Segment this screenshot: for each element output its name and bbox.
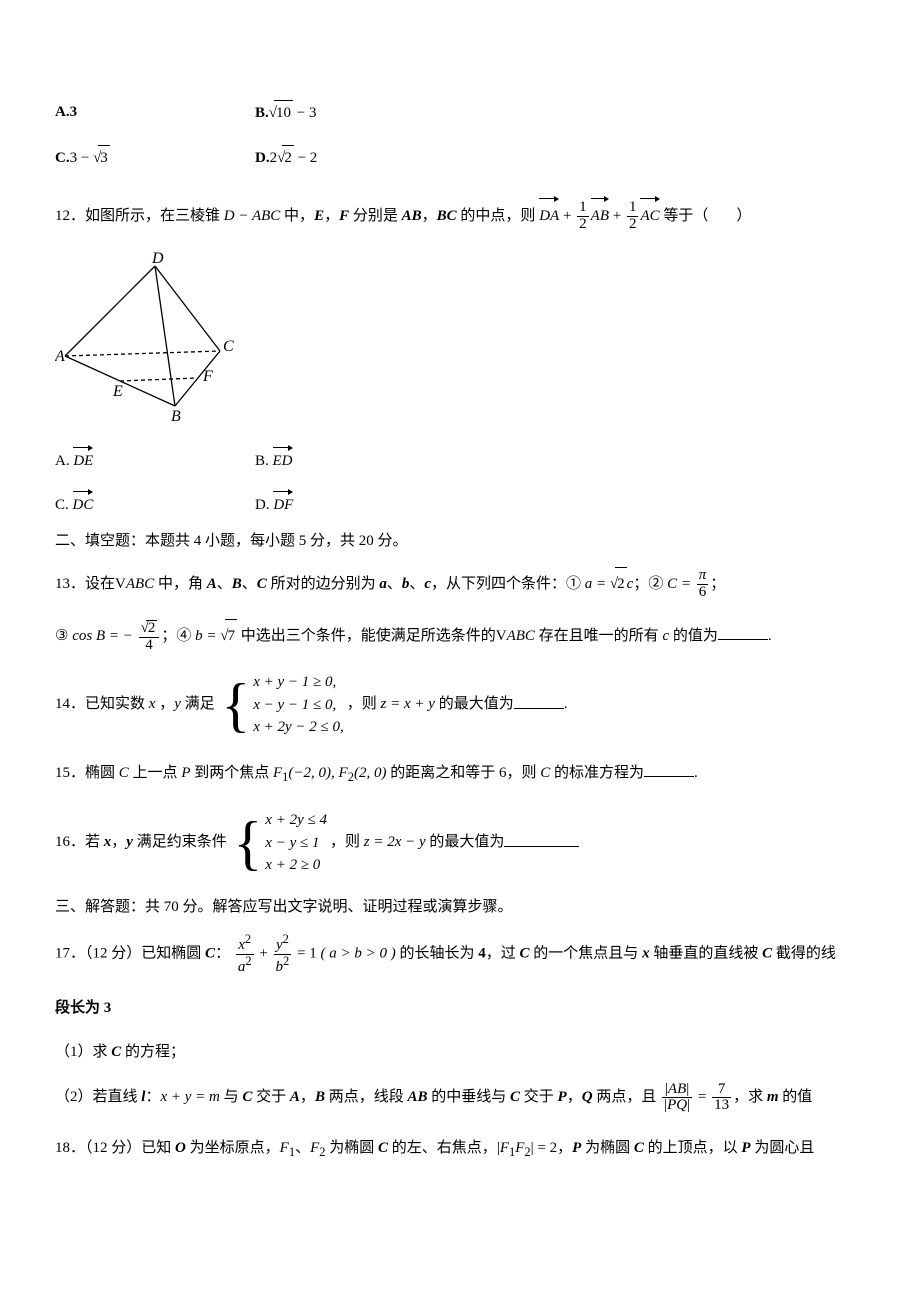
vector-AB: AB <box>591 200 609 233</box>
option-value: 3 <box>70 104 78 120</box>
fraction-half: 12 <box>577 200 589 233</box>
tetrahedron-diagram: A B C D E F <box>55 251 235 421</box>
question-number: 13． <box>55 576 85 592</box>
q11-options-row1: A.3 B.√10 − 3 <box>55 100 865 125</box>
q12-option-c: C. DC <box>55 493 255 517</box>
sqrt-expr: √3 <box>93 145 110 170</box>
question-number: 16． <box>55 835 85 851</box>
option-label: D. <box>255 497 270 513</box>
q13: 13．设在VABC 中，角 A、B、C 所对的边分别为 a、b、c，从下列四个条… <box>55 567 865 601</box>
q17-stem: 17．（12 分）已知椭圆 C： x2a2 + y2b2 = 1 ( a > b… <box>55 933 865 976</box>
option-tail: − 2 <box>294 150 317 166</box>
question-number: 17． <box>55 946 85 962</box>
svg-text:D: D <box>151 251 164 267</box>
q17-part2: （2）若直线 l：x + y = m 与 C 交于 A，B 两点，线段 AB 的… <box>55 1081 865 1114</box>
answer-blank <box>504 832 579 847</box>
q14: 14．已知实数 x ，y 满足 {x + y − 1 ≥ 0,x − y − 1… <box>55 671 865 739</box>
question-number: 14． <box>55 697 85 713</box>
svg-text:C: C <box>223 338 234 355</box>
option-tail: − 3 <box>293 105 316 121</box>
q17-stem2: 段长为 3 <box>55 993 865 1023</box>
q12-diagram: A B C D E F <box>55 251 865 429</box>
system-brace: {x + y − 1 ≥ 0,x − y − 1 ≤ 0,x + 2y − 2 … <box>221 671 343 739</box>
answer-blank <box>514 694 564 709</box>
q12-options-row1: A. DE B. ED <box>55 449 865 473</box>
vector-AC: AC <box>640 200 659 233</box>
q13-cont: ③ cos B = − √24；④ b = √7 中选出三个条件，能使满足所选条… <box>55 619 865 653</box>
sqrt-expr: √2 <box>277 145 294 170</box>
q11-options-row2: C.3 − √3 D.2√2 − 2 <box>55 145 865 170</box>
q12-option-a: A. DE <box>55 449 255 473</box>
svg-text:A: A <box>55 348 65 365</box>
svg-text:F: F <box>202 368 213 385</box>
svg-text:B: B <box>171 408 181 421</box>
option-label: A. <box>55 104 70 120</box>
option-head: 2 <box>270 150 278 166</box>
system-brace: {x + 2y ≤ 4 x − y ≤ 1 x + 2 ≥ 0 <box>233 809 326 877</box>
question-number: 12． <box>55 208 85 224</box>
option-label: A. <box>55 453 70 469</box>
question-number: 18． <box>55 1140 85 1156</box>
sqrt-expr: √10 <box>269 100 293 125</box>
option-label: B. <box>255 453 269 469</box>
q11-option-c: C.3 − √3 <box>55 145 255 170</box>
option-head: 3 − <box>70 150 93 166</box>
q12-option-d: D. DF <box>255 493 293 517</box>
q12-option-b: B. ED <box>255 449 293 473</box>
q17-part1: （1）求 C 的方程； <box>55 1037 865 1067</box>
section2-heading: 二、填空题：本题共 4 小题，每小题 5 分，共 20 分。 <box>55 529 865 553</box>
answer-blank <box>718 625 768 640</box>
vector-DA: DA <box>539 200 559 233</box>
q11-option-b: B.√10 − 3 <box>255 100 316 125</box>
option-label: C. <box>55 497 69 513</box>
q12-stem: 12．如图所示，在三棱锥 D − ABC 中，E，F 分别是 AB，BC 的中点… <box>55 200 865 233</box>
fraction-half: 12 <box>627 200 639 233</box>
question-number: 15． <box>55 765 85 781</box>
option-label: C. <box>55 150 70 166</box>
q16: 16．若 x，y 满足约束条件 {x + 2y ≤ 4 x − y ≤ 1 x … <box>55 809 865 877</box>
q11-option-d: D.2√2 − 2 <box>255 145 317 170</box>
section3-heading: 三、解答题：共 70 分。解答应写出文字说明、证明过程或演算步骤。 <box>55 895 865 919</box>
q11-option-a: A.3 <box>55 100 255 125</box>
svg-text:E: E <box>112 383 123 400</box>
option-label: B. <box>255 105 269 121</box>
option-label: D. <box>255 150 270 166</box>
q18-stem: 18．（12 分）已知 O 为坐标原点，F1、F2 为椭圆 C 的左、右焦点，|… <box>55 1132 865 1167</box>
q15: 15．椭圆 C 上一点 P 到两个焦点 F1(−2, 0), F2(2, 0) … <box>55 757 865 792</box>
answer-blank <box>644 762 694 777</box>
q12-options-row2: C. DC D. DF <box>55 493 865 517</box>
